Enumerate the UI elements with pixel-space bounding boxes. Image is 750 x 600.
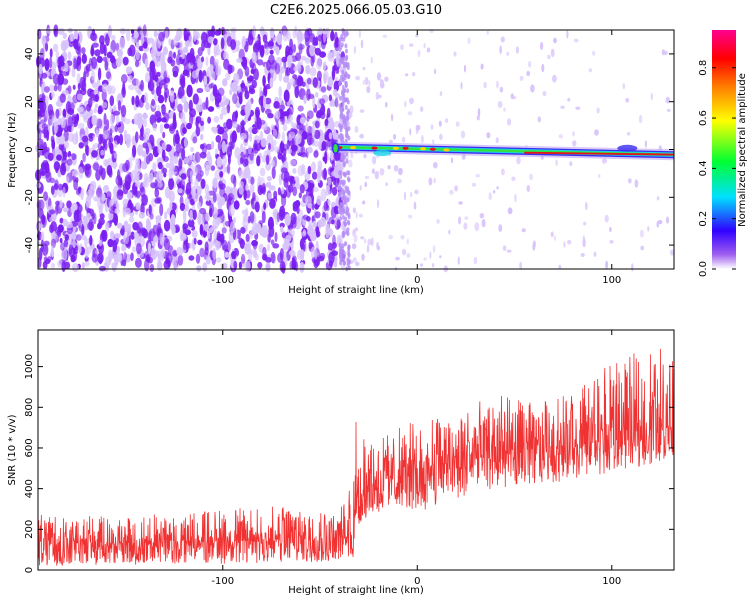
y-tick-label: 20 <box>24 95 35 108</box>
colorbar-gradient <box>712 30 736 269</box>
colorbar-label: Normalized spectral amplitude <box>737 73 748 227</box>
y-tick-label: -20 <box>24 189 35 205</box>
x-tick-label: 0 <box>414 576 420 587</box>
x-tick-label: 100 <box>602 275 621 286</box>
signal-peak-3 <box>392 146 399 150</box>
signal-peak-1 <box>350 145 357 150</box>
spectrogram-y-ticks: 40 20 0 -20 -40 <box>24 48 674 253</box>
snr-y-axis-label: SNR (10 * v/v) <box>7 414 18 485</box>
snr-x-ticks: -100 0 100 <box>211 330 621 587</box>
signal-peak-2 <box>371 146 378 150</box>
chart-title: C2E6.2025.066.05.03.G10 <box>270 3 442 18</box>
spectrogram-plot-area <box>35 24 675 274</box>
y-tick-label: 200 <box>24 520 35 539</box>
colorbar: 0.0 0.2 0.4 0.6 0.8 Normalized spectral ampl… <box>698 30 748 277</box>
snr-frame <box>37 329 675 571</box>
colorbar-tick-label: 0.8 <box>698 60 709 76</box>
signal-core <box>524 151 674 156</box>
y-tick-label: 400 <box>24 479 35 498</box>
spectrogram-x-ticks: -100 0 100 <box>211 30 621 286</box>
signal-dip <box>373 150 392 157</box>
y-tick-label: -40 <box>24 237 35 253</box>
spectrogram-signal <box>331 141 674 161</box>
y-tick-label: 1000 <box>24 354 35 379</box>
y-tick-label: 0 <box>24 567 35 573</box>
y-tick-label: 600 <box>24 438 35 457</box>
signal-peak-4 <box>402 146 409 150</box>
signal-peak-6 <box>429 147 436 151</box>
snr-y-ticks: 0 200 400 600 800 1000 <box>24 354 674 573</box>
spectrogram-noise <box>35 24 675 274</box>
signal-onset <box>331 142 340 155</box>
colorbar-tick-label: 0.6 <box>698 110 709 126</box>
snr-x-axis-label: Height of straight line (km) <box>288 585 424 596</box>
x-tick-label: -100 <box>211 275 234 286</box>
colorbar-tick-label: 0.4 <box>698 160 709 176</box>
colorbar-tick-label: 0.2 <box>698 211 709 227</box>
y-tick-label: 40 <box>24 48 35 61</box>
y-tick-label: 800 <box>24 398 35 417</box>
x-tick-label: -100 <box>211 576 234 587</box>
snr-series-line <box>38 348 674 566</box>
spectrogram-panel: -100 0 100 40 20 0 -20 -40 Height of straight … <box>7 24 675 296</box>
signal-peak-7 <box>443 148 450 152</box>
colorbar-tick-label: 0.0 <box>698 261 709 277</box>
snr-plot-area <box>38 348 674 566</box>
spectrogram-x-axis-label: Height of straight line (km) <box>288 285 424 296</box>
x-tick-label: 0 <box>414 275 420 286</box>
colorbar-ticks: 0.0 0.2 0.4 0.6 0.8 <box>698 60 736 277</box>
signal-peak-5 <box>420 147 427 151</box>
signal-blob-100km <box>617 144 638 152</box>
snr-panel: -100 0 100 0 200 400 600 800 1000 Height of str… <box>7 329 675 596</box>
y-tick-label: 0 <box>24 146 35 152</box>
spectrogram-y-axis-label: Frequency (Hz) <box>7 112 18 188</box>
x-tick-label: 100 <box>602 576 621 587</box>
